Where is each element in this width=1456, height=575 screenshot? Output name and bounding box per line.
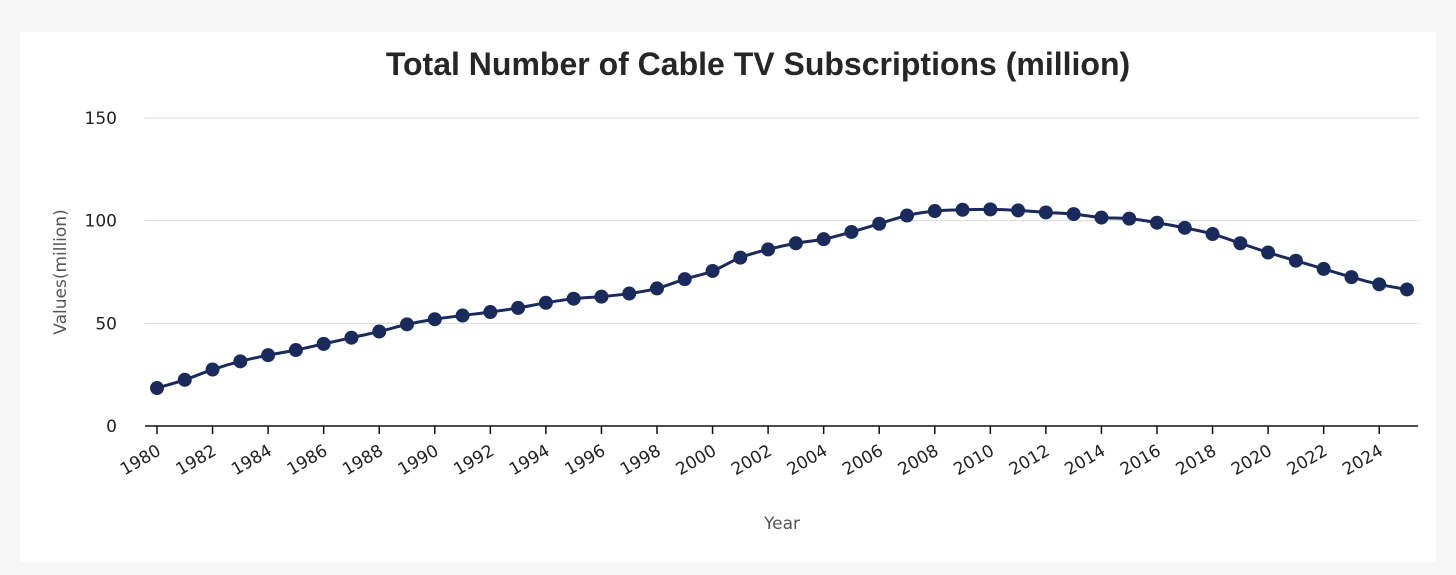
data-point[interactable] [761, 242, 776, 257]
x-tick-label: 2014 [1061, 441, 1108, 480]
y-tick-label: 50 [95, 314, 117, 334]
data-point[interactable] [1122, 211, 1137, 226]
data-point[interactable] [483, 305, 498, 320]
data-point[interactable] [233, 354, 248, 369]
data-point[interactable] [1400, 282, 1414, 297]
data-point[interactable] [1372, 277, 1387, 292]
data-point[interactable] [511, 300, 526, 315]
x-tick-label: 1992 [450, 441, 497, 480]
x-tick-label: 1988 [339, 441, 386, 480]
data-point[interactable] [205, 362, 220, 377]
x-tick-label: 2006 [839, 441, 886, 480]
chart-card: Total Number of Cable TV Subscriptions (… [20, 32, 1436, 562]
data-point[interactable] [1066, 207, 1081, 222]
x-tick-label: 2018 [1173, 441, 1220, 480]
data-point[interactable] [1038, 205, 1053, 220]
data-point[interactable] [455, 308, 470, 323]
x-tick-label: 2022 [1284, 441, 1331, 480]
x-tick-label: 2008 [895, 441, 942, 480]
chart-title: Total Number of Cable TV Subscriptions (… [386, 46, 1130, 82]
data-point[interactable] [1150, 215, 1164, 230]
data-point[interactable] [1288, 253, 1303, 268]
y-tick-label: 150 [85, 109, 117, 129]
data-point[interactable] [733, 250, 748, 265]
x-tick-label: 1984 [228, 441, 275, 480]
data-point[interactable] [316, 336, 331, 351]
data-point[interactable] [788, 236, 803, 251]
data-point[interactable] [1094, 210, 1109, 225]
x-axis-title: Year [763, 514, 800, 534]
x-tick-label: 1982 [173, 441, 220, 480]
y-axis-title: Values(million) [51, 209, 71, 334]
data-point[interactable] [677, 272, 692, 287]
x-tick-label: 1990 [395, 441, 442, 480]
data-point[interactable] [955, 202, 970, 217]
data-point[interactable] [816, 232, 831, 247]
x-tick-label: 2020 [1228, 441, 1275, 480]
x-tick-label: 1998 [617, 441, 664, 480]
data-point[interactable] [177, 372, 192, 387]
x-tick-label: 2004 [784, 441, 831, 480]
data-point[interactable] [844, 224, 859, 239]
data-point[interactable] [1177, 220, 1192, 235]
data-point[interactable] [1261, 245, 1276, 260]
data-point[interactable] [705, 263, 720, 278]
data-point[interactable] [261, 348, 276, 363]
data-point[interactable] [288, 343, 303, 358]
x-tick-label: 2002 [728, 441, 775, 480]
x-tick-label: 1986 [284, 441, 331, 480]
data-point[interactable] [538, 295, 553, 310]
data-point[interactable] [372, 324, 387, 339]
y-tick-label: 0 [106, 417, 117, 437]
data-point[interactable] [427, 312, 442, 327]
x-tick-label: 2012 [1006, 441, 1053, 480]
series-layer [150, 202, 1414, 396]
data-point[interactable] [400, 317, 414, 332]
gridlines [145, 117, 1418, 324]
data-point[interactable] [872, 216, 887, 231]
x-axis: 1980 1982 1984 1986 1988 1990 1992 1994 1996 1998… [117, 425, 1418, 480]
data-point[interactable] [344, 330, 359, 345]
data-point[interactable] [927, 204, 942, 219]
line-chart: Total Number of Cable TV Subscriptions (… [51, 46, 1418, 534]
data-point[interactable] [566, 291, 581, 306]
data-point[interactable] [1233, 236, 1248, 251]
data-point[interactable] [1344, 270, 1359, 285]
data-point[interactable] [983, 202, 998, 217]
y-tick-label: 100 [85, 212, 117, 232]
series-line [156, 207, 1408, 390]
x-tick-label: 2010 [950, 441, 997, 480]
data-point[interactable] [622, 286, 637, 301]
data-point[interactable] [1316, 261, 1331, 276]
x-tick-label: 1980 [117, 441, 164, 480]
x-tick-label: 1996 [561, 441, 608, 480]
x-tick-label: 2024 [1339, 441, 1386, 480]
y-axis: 0 50 100 150 [85, 109, 117, 437]
data-point[interactable] [650, 281, 664, 296]
data-point[interactable] [1205, 227, 1220, 242]
x-tick-label: 2000 [673, 441, 720, 480]
data-point[interactable] [900, 208, 914, 223]
data-point[interactable] [1011, 203, 1026, 218]
x-tick-label: 2016 [1117, 441, 1164, 480]
data-point[interactable] [594, 289, 609, 304]
data-point[interactable] [150, 381, 164, 396]
x-tick-label: 1994 [506, 441, 553, 480]
